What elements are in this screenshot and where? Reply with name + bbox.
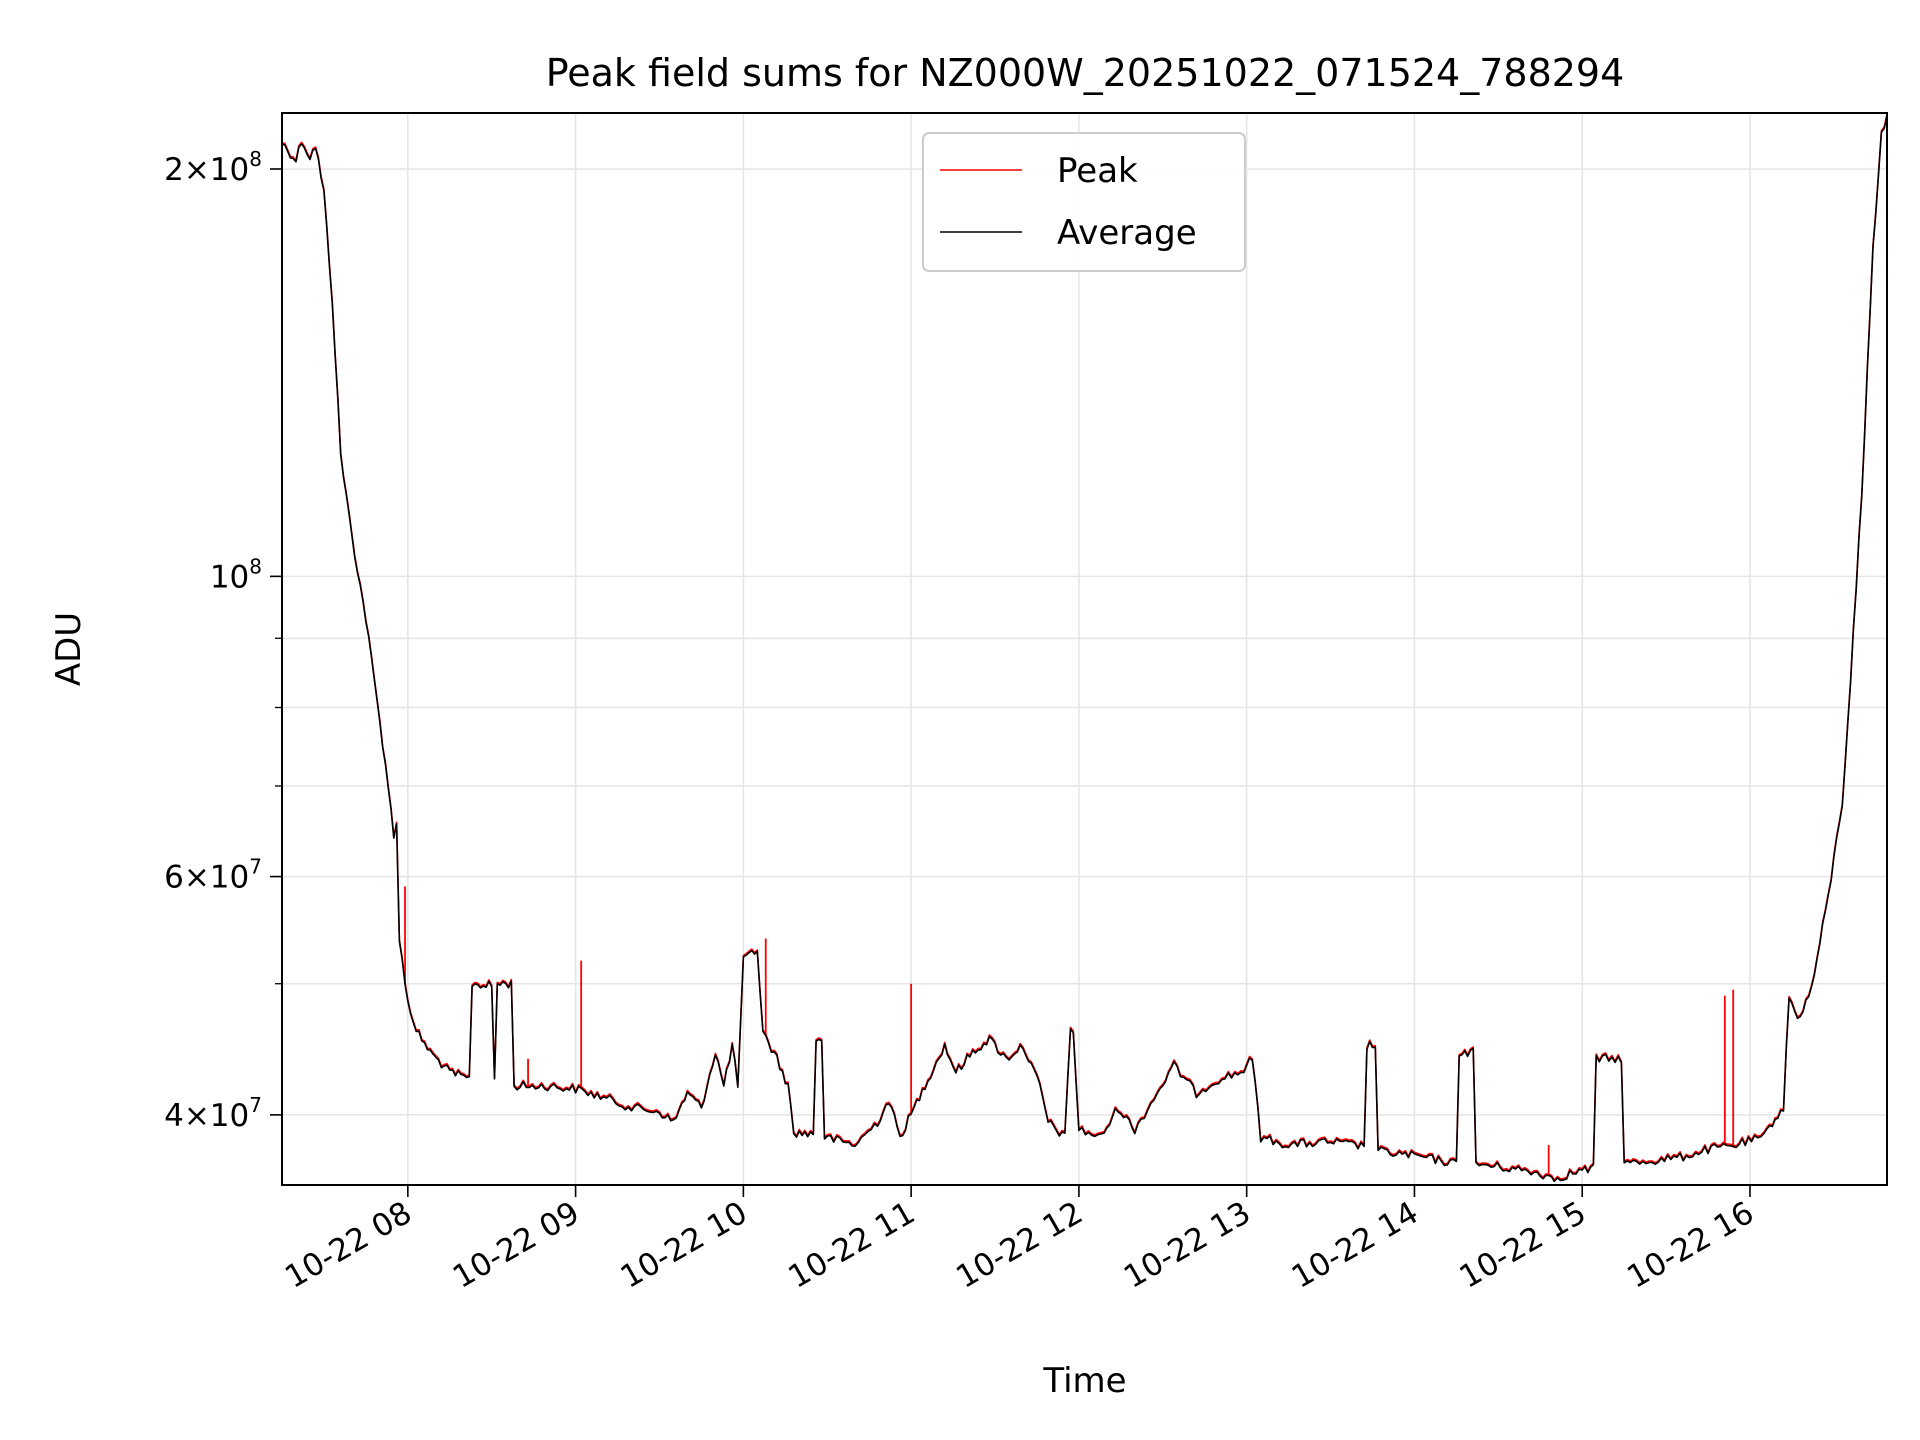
legend-label-peak: Peak [1057,151,1138,191]
y-tick-label-3: 2×108 [164,147,262,188]
legend: Peak Average [922,132,1246,272]
legend-label-average: Average [1057,213,1197,253]
y-tick-label-2: 108 [210,554,262,595]
x-axis-label: Time [1042,1361,1126,1401]
y-axis-label: ADU [49,612,89,686]
y-tick-label-0: 4×107 [164,1093,262,1134]
chart-title: Peak field sums for NZ000W_20251022_0715… [546,51,1625,95]
plot-frame [281,112,1888,1186]
series-layer [281,114,1888,1183]
y-axis: 4×107 6×107 108 2×108 [164,147,282,1134]
y-tick-label-1: 6×107 [164,855,262,896]
series-line-average [281,115,1888,1183]
grid [282,113,1887,1185]
legend-box [922,132,1246,272]
